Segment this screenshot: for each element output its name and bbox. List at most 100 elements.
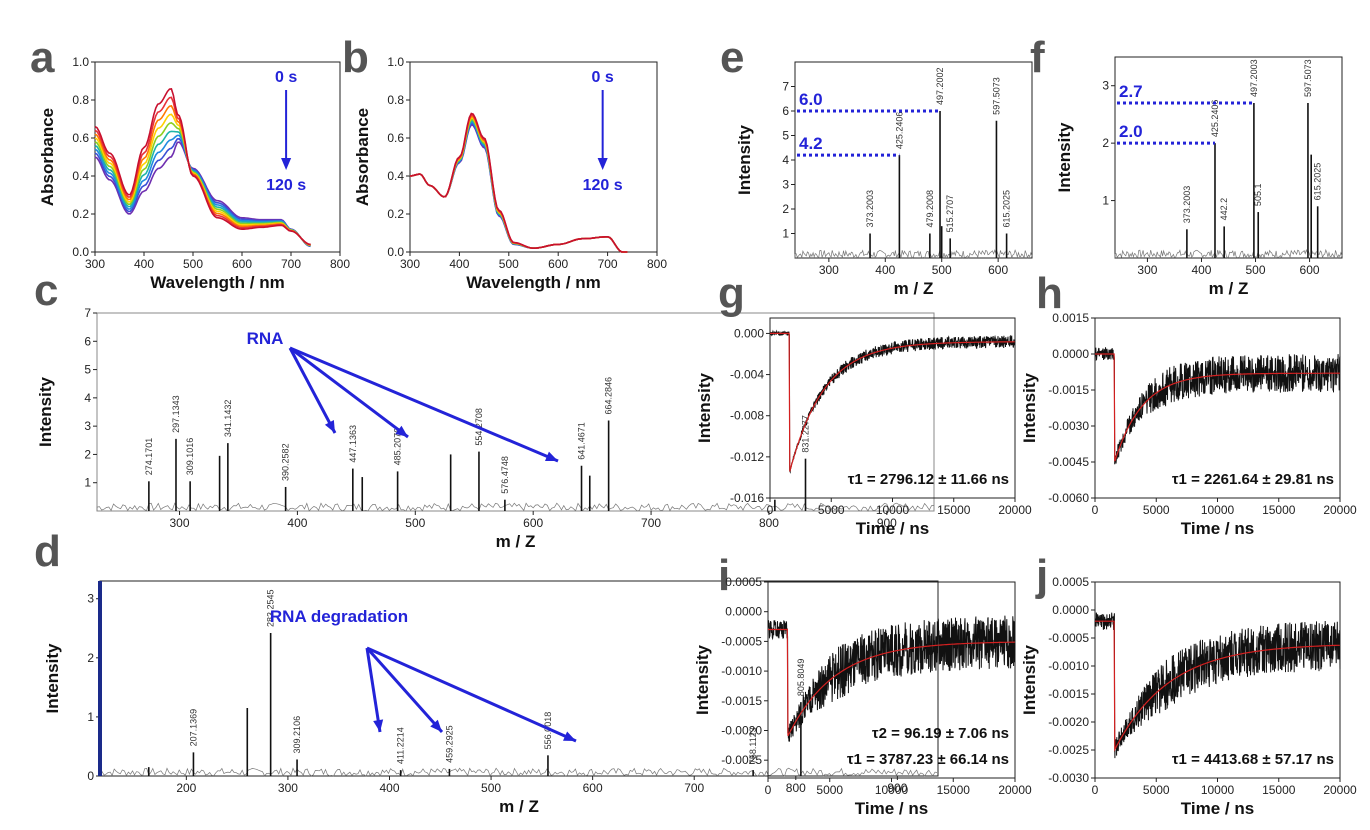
y-tick-label: 5 <box>84 363 91 377</box>
y-tick-label: 0.000 <box>734 326 764 340</box>
y-tick-label: -0.0025 <box>1048 743 1089 757</box>
x-tick-label: 20000 <box>1323 503 1357 517</box>
x-tick-label: 300 <box>819 263 839 277</box>
baseline-noise <box>99 767 938 777</box>
peak-label: 615.2025 <box>1002 190 1012 228</box>
x-tick-label: 500 <box>481 781 501 795</box>
lifetime-label: τ1 = 2796.12 ± 11.66 ns <box>848 471 1009 488</box>
x-tick-label: 600 <box>988 263 1008 277</box>
x-tick-label: 5000 <box>1143 783 1170 797</box>
x-tick-label: 800 <box>330 257 350 271</box>
panel-letter: e <box>720 33 744 82</box>
peak-label: 505.1 <box>1253 184 1263 207</box>
y-tick-label: 3 <box>1102 79 1109 93</box>
time-start-label: 0 s <box>592 69 614 86</box>
peak-label: 479.2008 <box>925 190 935 228</box>
y-tick-label: 3 <box>87 592 94 606</box>
panel-letter: d <box>34 527 61 576</box>
x-tick-label: 600 <box>523 516 543 530</box>
y-tick-label: -0.0030 <box>1048 419 1089 433</box>
y-tick-label: -0.0045 <box>1048 455 1089 469</box>
y-tick-label: 2 <box>87 651 94 665</box>
x-tick-label: 20000 <box>1323 783 1357 797</box>
x-axis-label: Time / ns <box>855 799 928 818</box>
x-tick-label: 500 <box>183 257 203 271</box>
x-tick-label: 600 <box>232 257 252 271</box>
y-tick-label: -0.0020 <box>1048 715 1089 729</box>
x-tick-label: 5000 <box>816 783 843 797</box>
fit-curve <box>768 628 1015 737</box>
lifetime-label: τ2 = 96.19 ± 7.06 ns <box>872 725 1009 742</box>
y-tick-label: 1 <box>1102 194 1109 208</box>
y-axis-label: Intensity <box>1020 373 1039 443</box>
peak-label: 485.2076 <box>393 428 403 466</box>
x-tick-label: 500 <box>499 257 519 271</box>
signal-trace <box>1094 612 1341 759</box>
x-tick-label: 15000 <box>1262 783 1296 797</box>
x-tick-label: 300 <box>85 257 105 271</box>
y-tick-label: -0.004 <box>730 368 764 382</box>
y-tick-label: 3 <box>782 178 789 192</box>
panel-letter: f <box>1030 33 1045 82</box>
x-tick-label: 700 <box>641 516 661 530</box>
time-start-label: 0 s <box>275 69 297 86</box>
y-tick-label: 2 <box>84 447 91 461</box>
lifetime-label: τ1 = 2261.64 ± 29.81 ns <box>1172 471 1334 488</box>
y-tick-label: 6 <box>782 104 789 118</box>
panel-g: g 0 5000 10000 15000 20000 0.000 -0.004 -0.008 -0… <box>695 269 1032 538</box>
annotation-arrow <box>366 646 577 743</box>
peak-label: 515.2707 <box>945 195 955 233</box>
annotation-label: RNA <box>247 329 284 348</box>
x-axis-label: m / Z <box>1209 279 1249 298</box>
annotation-arrow-head <box>324 420 335 433</box>
y-tick-label: 0.6 <box>387 131 404 145</box>
x-tick-label: 900 <box>877 516 897 530</box>
x-tick-label: 0 <box>767 503 774 517</box>
panel-d: d 200 300 400 500 600 700 800 900 0 1 2 3 m / Z Intens… <box>34 527 939 816</box>
x-tick-label: 800 <box>786 781 806 795</box>
y-tick-label: 0.0005 <box>725 575 762 589</box>
peak-label: 447.1363 <box>348 425 358 463</box>
x-tick-label: 400 <box>449 257 469 271</box>
x-tick-label: 20000 <box>998 783 1032 797</box>
annotation-arrow-head <box>430 719 442 732</box>
y-tick-label: -0.0015 <box>1048 687 1089 701</box>
annotation-arrow-head <box>563 731 576 741</box>
panel-letter: i <box>718 551 730 600</box>
x-tick-label: 400 <box>379 781 399 795</box>
y-tick-label: 1.0 <box>72 55 89 69</box>
x-tick-label: 600 <box>1300 263 1320 277</box>
y-tick-label: 7 <box>84 306 91 320</box>
y-axis-label: Intensity <box>695 373 714 443</box>
peak-label: 341.1432 <box>223 400 233 438</box>
x-tick-label: 15000 <box>1262 503 1296 517</box>
x-tick-label: 700 <box>598 257 618 271</box>
x-tick-label: 300 <box>278 781 298 795</box>
x-axis-label: Wavelength / nm <box>466 273 600 292</box>
annotation-arrow <box>288 347 337 434</box>
signal-trace <box>1094 347 1341 465</box>
x-axis-label: Time / ns <box>856 519 929 538</box>
x-tick-label: 700 <box>684 781 704 795</box>
y-axis-label: Intensity <box>1020 645 1039 715</box>
x-axis-label: Time / ns <box>1181 799 1254 818</box>
x-tick-label: 400 <box>1191 263 1211 277</box>
fit-curve <box>1095 353 1340 462</box>
x-axis-label: Wavelength / nm <box>150 273 284 292</box>
peak-label: 758.1123 <box>748 727 758 764</box>
x-tick-label: 10000 <box>1201 783 1235 797</box>
y-tick-label: -0.0010 <box>721 664 762 678</box>
y-axis-label: Intensity <box>735 125 754 195</box>
annotation-arrow <box>365 647 382 733</box>
y-tick-label: 0 <box>87 769 94 783</box>
y-axis-label: Absorbance <box>38 108 57 206</box>
x-tick-label: 300 <box>1137 263 1157 277</box>
lifetime-label: τ1 = 4413.68 ± 57.17 ns <box>1172 751 1334 768</box>
annotation-arrow-head <box>545 451 558 462</box>
x-tick-label: 500 <box>405 516 425 530</box>
y-tick-label: -0.008 <box>730 409 764 423</box>
y-tick-label: 0.0 <box>387 245 404 259</box>
y-tick-label: 0.0000 <box>725 605 762 619</box>
peak-label: 597.5073 <box>1303 59 1313 97</box>
